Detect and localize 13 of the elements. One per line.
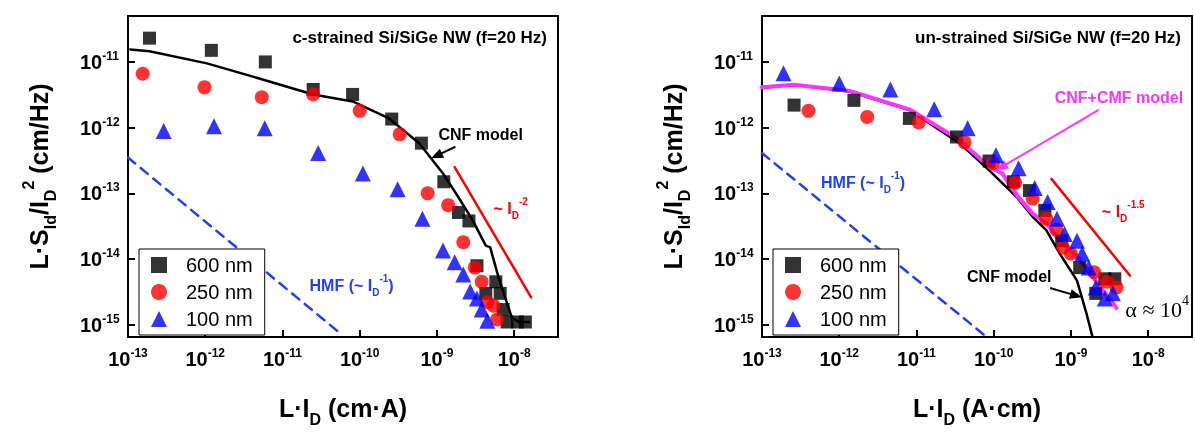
series-label: CNF model [967, 267, 1052, 285]
legend-label: 250 nm [186, 281, 253, 303]
legend-label: 600 nm [820, 254, 887, 276]
text: un-strained Si/SiGe NW (f=20 Hz) [915, 28, 1182, 47]
text: CNF+CMF model [1054, 89, 1184, 107]
legend-label: 100 nm [186, 308, 253, 330]
series-label: CNF model [438, 126, 523, 144]
legend-label: 600 nm [186, 254, 253, 276]
text: c-strained Si/SiGe NW (f=20 Hz) [292, 28, 548, 47]
y-axis-title: L·SId/ID2 (cm/Hz) [653, 83, 693, 270]
legend-label: 250 nm [820, 281, 887, 303]
y-axis-title: L·SId/ID2 (cm/Hz) [19, 83, 59, 270]
legend-label: 100 nm [820, 308, 887, 330]
